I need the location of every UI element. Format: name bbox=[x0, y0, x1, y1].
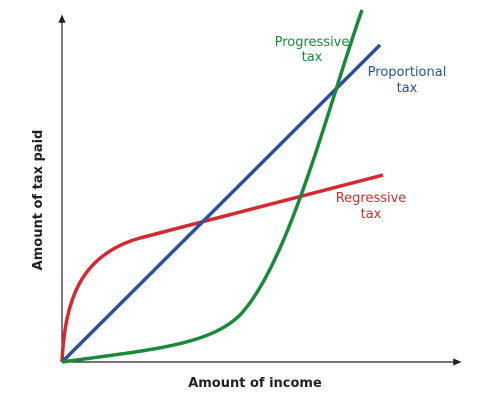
curve-label: Progressive bbox=[275, 35, 350, 50]
curve-label: tax bbox=[302, 50, 323, 65]
curve-label: tax bbox=[361, 207, 382, 222]
x-axis-label: Amount of income bbox=[188, 376, 322, 391]
curve-label: tax bbox=[397, 81, 418, 96]
progressive-curve bbox=[61, 9, 364, 364]
proportional-curve bbox=[60, 43, 382, 364]
regressive-curve bbox=[60, 173, 384, 363]
y-axis-label: Amount of tax paid bbox=[31, 130, 46, 271]
curve-label: Proportional bbox=[368, 65, 447, 80]
curve-label: Regressive bbox=[336, 191, 407, 206]
